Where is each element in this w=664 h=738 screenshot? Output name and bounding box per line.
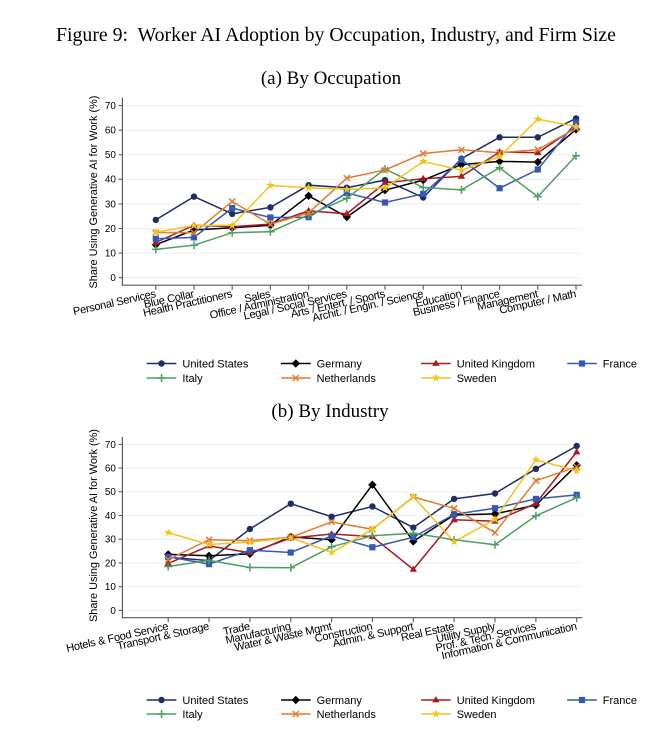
svg-text:United States: United States — [182, 695, 249, 707]
svg-text:10: 10 — [105, 582, 116, 593]
svg-text:Italy: Italy — [182, 709, 203, 721]
svg-text:40: 40 — [105, 175, 116, 186]
svg-text:Netherlands: Netherlands — [317, 709, 377, 721]
svg-text:Figure 9: Worker AI Adoption: Figure 9: Worker AI Adoption by Occupati… — [56, 24, 616, 46]
svg-text:0: 0 — [110, 606, 116, 617]
svg-text:50: 50 — [105, 487, 116, 498]
svg-text:20: 20 — [105, 558, 116, 569]
svg-text:France: France — [603, 695, 637, 707]
svg-text:Germany: Germany — [317, 358, 363, 370]
svg-text:40: 40 — [105, 511, 116, 522]
svg-text:60: 60 — [105, 126, 116, 137]
svg-text:Sales: Sales — [243, 288, 272, 306]
svg-text:Germany: Germany — [317, 695, 363, 707]
svg-text:70: 70 — [105, 101, 116, 112]
svg-text:20: 20 — [105, 224, 116, 235]
svg-text:(a) By Occupation: (a) By Occupation — [261, 68, 402, 89]
svg-text:Sweden: Sweden — [457, 373, 497, 385]
svg-text:Share Using Generative AI for: Share Using Generative AI for Work (%) — [88, 429, 100, 622]
svg-text:10: 10 — [105, 249, 116, 260]
svg-text:50: 50 — [105, 150, 116, 161]
svg-text:60: 60 — [105, 464, 116, 475]
svg-text:(b) By Industry: (b) By Industry — [271, 401, 389, 422]
svg-text:Netherlands: Netherlands — [317, 373, 377, 385]
svg-text:France: France — [603, 358, 637, 370]
svg-text:30: 30 — [105, 535, 116, 546]
svg-text:United Kingdom: United Kingdom — [457, 695, 535, 707]
svg-text:Sweden: Sweden — [457, 709, 497, 721]
svg-text:Trade: Trade — [222, 621, 251, 639]
svg-text:30: 30 — [105, 199, 116, 210]
svg-text:Italy: Italy — [182, 373, 203, 385]
svg-text:70: 70 — [105, 440, 116, 451]
svg-text:0: 0 — [110, 273, 116, 284]
svg-text:Share Using Generative AI for: Share Using Generative AI for Work (%) — [88, 96, 100, 289]
svg-text:United Kingdom: United Kingdom — [457, 358, 535, 370]
svg-text:United States: United States — [182, 358, 249, 370]
